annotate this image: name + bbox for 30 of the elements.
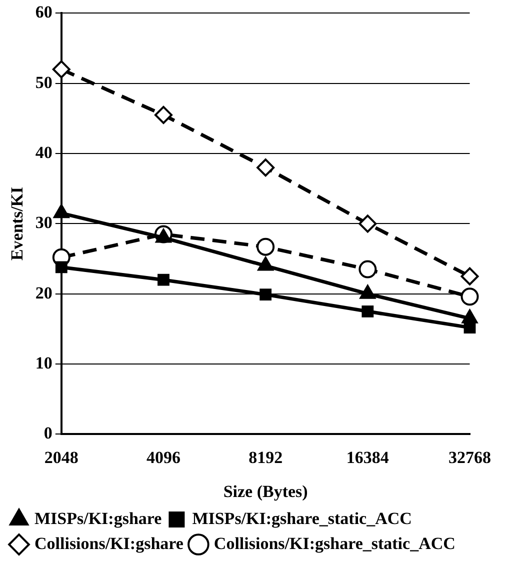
point [460,288,479,306]
x-tick-label: 8192 [248,448,283,467]
legend-label: MISPs/KI:gshare_static_ACC [192,508,412,528]
y-tick-label: 50 [35,72,52,92]
y-axis-title: Events/KI [8,186,27,261]
point [154,106,172,124]
x-tick-label: 32768 [448,448,491,467]
point [158,274,170,286]
x-tick-label: 2048 [44,448,78,467]
y-tick-label: 20 [35,283,52,302]
point [260,288,272,301]
point [52,60,70,78]
y-tick-label: 40 [35,142,52,162]
y-tick-label: 0 [44,424,52,443]
point [256,158,275,177]
x-tick-label: 16384 [346,448,390,467]
x-axis-title: Size (Bytes) [223,482,308,502]
point [362,305,374,318]
y-tick-label: 10 [35,353,52,372]
legend-label: MISPs/KI:gshare [34,508,162,528]
point [358,214,377,233]
y-tick-label: 30 [35,213,52,232]
x-tick-label: 4096 [146,448,180,467]
legend-label: Collisions/KI:gshare [34,534,184,553]
y-tick-label: 60 [35,2,52,22]
point [358,260,377,278]
legend-label: Collisions/KI:gshare_static_ACC [214,534,456,553]
point [256,238,275,256]
point [55,261,68,274]
point [460,267,479,286]
